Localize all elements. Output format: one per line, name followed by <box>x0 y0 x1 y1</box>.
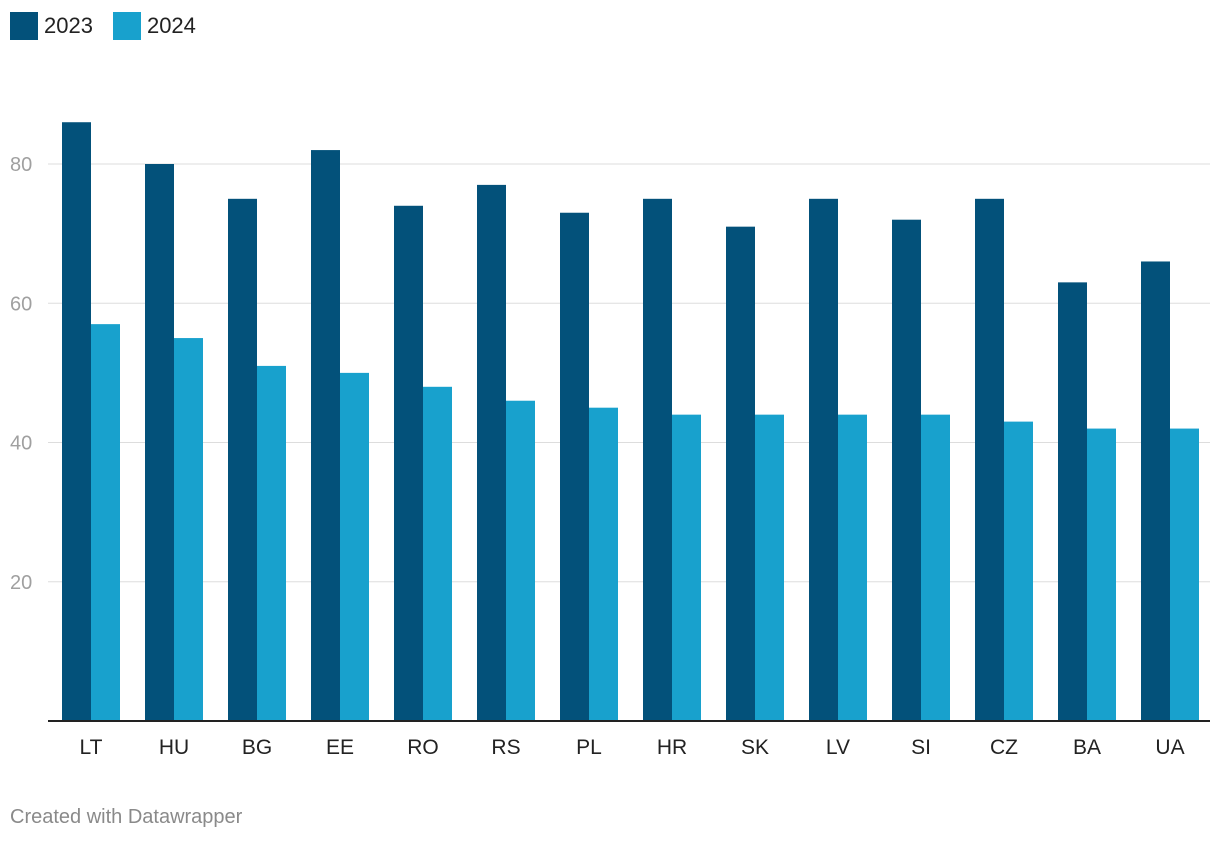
bar-si-2023 <box>892 219 921 721</box>
bar-sk-2023 <box>726 226 755 721</box>
bar-lv-2024 <box>838 414 867 721</box>
bar-rs-2024 <box>506 400 535 721</box>
y-tick-label-60: 60 <box>10 293 32 315</box>
bar-hr-2024 <box>672 414 701 721</box>
legend: 2023 2024 <box>10 12 216 40</box>
bar-bg-2023 <box>228 198 257 721</box>
x-tick-label-sk: SK <box>741 736 769 759</box>
bar-lt-2023 <box>62 122 91 722</box>
bar-cz-2024 <box>1004 421 1033 721</box>
bar-ua-2023 <box>1141 261 1170 721</box>
x-tick-label-rs: RS <box>491 736 520 759</box>
x-tick-label-ua: UA <box>1155 736 1184 759</box>
bar-ee-2024 <box>340 372 369 721</box>
legend-label-2023: 2023 <box>44 13 93 38</box>
bar-pl-2023 <box>560 212 589 722</box>
x-tick-label-cz: CZ <box>990 736 1018 759</box>
x-tick-label-si: SI <box>911 736 931 759</box>
bar-ba-2024 <box>1087 428 1116 721</box>
credit-text: Created with Datawrapper <box>10 806 243 828</box>
legend-swatch-2023 <box>10 12 38 40</box>
bar-chart: 20 40 60 80 LT HU BG EE RO RS PL HR SK LV SI CZ BA UA <box>10 122 1210 759</box>
bar-cz-2023 <box>975 198 1004 721</box>
y-tick-label-40: 40 <box>10 433 32 455</box>
bar-hr-2023 <box>643 198 672 721</box>
bar-pl-2024 <box>589 407 618 721</box>
x-tick-label-lt: LT <box>80 736 103 759</box>
bar-rs-2023 <box>477 184 506 721</box>
bar-hu-2024 <box>174 338 203 721</box>
bar-ro-2024 <box>423 386 452 721</box>
x-tick-label-lv: LV <box>826 736 850 759</box>
x-tick-label-pl: PL <box>576 736 602 759</box>
legend-item-2024: 2024 <box>112 12 196 40</box>
bar-lv-2023 <box>809 198 838 721</box>
bar-lt-2024 <box>91 324 120 721</box>
y-tick-label-80: 80 <box>10 154 32 176</box>
bar-ua-2024 <box>1170 428 1199 721</box>
bar-hu-2023 <box>145 164 174 721</box>
legend-swatch-2024 <box>112 12 141 40</box>
x-tick-label-hu: HU <box>159 736 189 759</box>
x-tick-label-ro: RO <box>407 736 439 759</box>
y-tick-label-20: 20 <box>10 572 32 594</box>
legend-label-2024: 2024 <box>146 13 196 38</box>
bar-si-2024 <box>921 414 950 721</box>
legend-item-2023: 2023 <box>10 12 93 40</box>
x-tick-label-ee: EE <box>326 736 354 759</box>
x-tick-label-bg: BG <box>242 736 272 759</box>
bar-ee-2023 <box>311 150 340 721</box>
x-tick-label-hr: HR <box>657 736 687 759</box>
bar-sk-2024 <box>755 414 784 721</box>
bar-ba-2023 <box>1058 282 1087 721</box>
x-tick-label-ba: BA <box>1073 736 1101 759</box>
bar-bg-2024 <box>257 365 286 721</box>
bar-ro-2023 <box>394 205 423 721</box>
